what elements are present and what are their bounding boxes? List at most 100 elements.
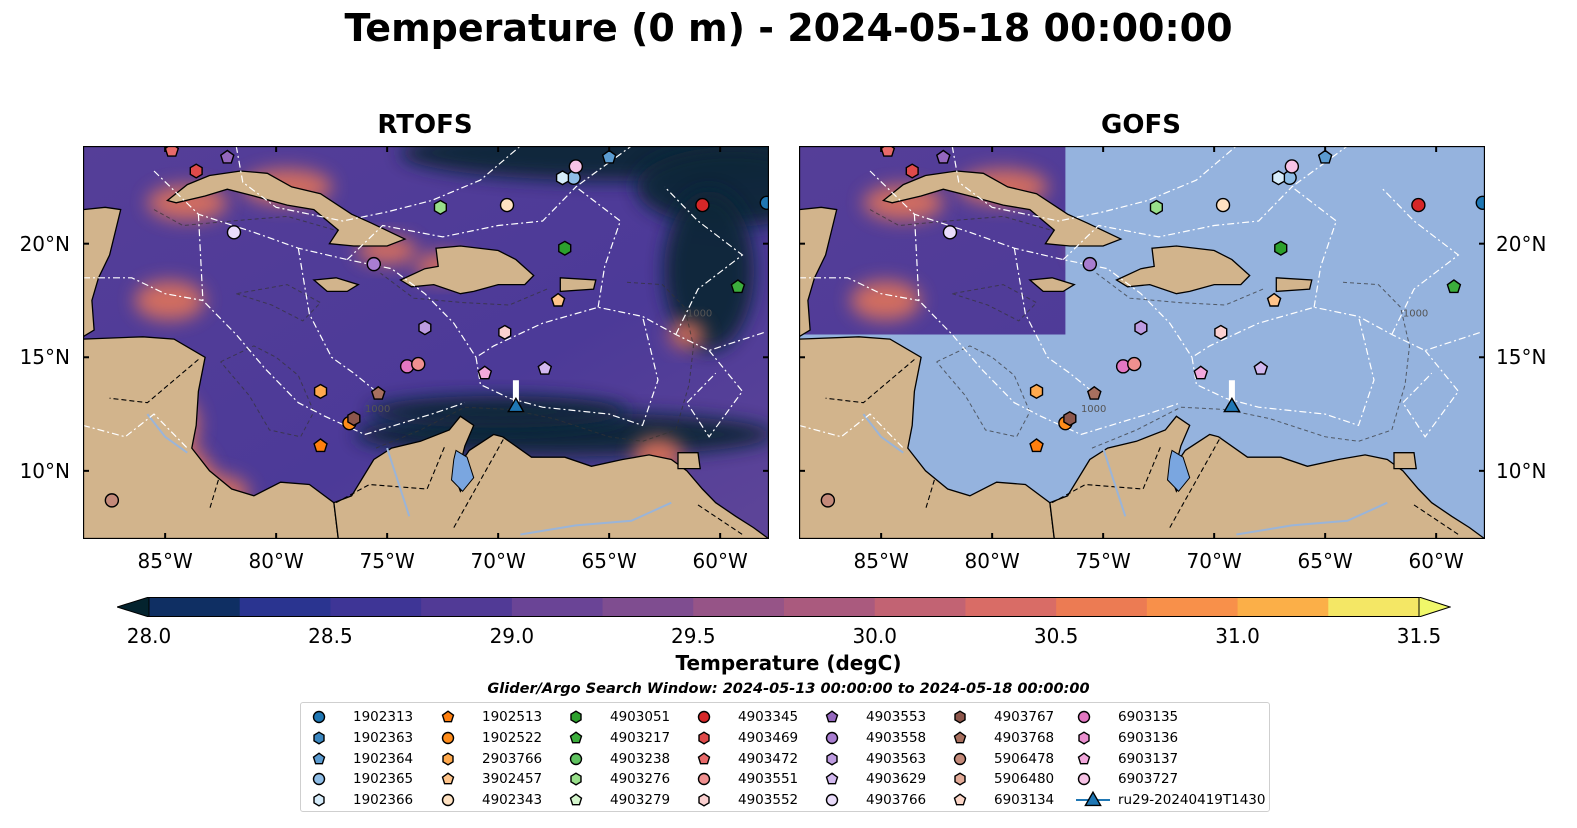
colorbar-bin xyxy=(693,597,785,617)
eez-boundary xyxy=(869,170,1481,359)
float-5906478 xyxy=(820,493,836,508)
colorbar-tick-label: 29.5 xyxy=(671,624,716,648)
legend-circle-icon xyxy=(953,752,967,765)
legend-label: 1902365 xyxy=(353,771,414,788)
land-trinidad xyxy=(677,452,701,470)
float-1902313 xyxy=(759,195,769,210)
legend-circle-icon xyxy=(697,710,711,724)
colorbar-bin xyxy=(1056,597,1148,617)
float-4903563 xyxy=(418,320,432,336)
eez-boundary xyxy=(1013,248,1093,392)
legend-marker xyxy=(441,710,455,723)
warm-region xyxy=(134,280,205,321)
colorbar-bin xyxy=(602,597,694,617)
float-4903051 xyxy=(558,240,572,256)
legend-marker xyxy=(826,751,838,766)
legend-label: 4903276 xyxy=(610,771,671,788)
legend-hexagon-icon xyxy=(826,751,838,766)
eez-boundary xyxy=(951,146,1237,222)
search-window-text: Glider/Argo Search Window: 2024-05-13 00… xyxy=(487,681,1090,697)
legend-pentagon-icon xyxy=(697,751,711,764)
lake-maracaibo xyxy=(450,449,475,493)
legend-label: 4903472 xyxy=(738,750,799,767)
legend-marker xyxy=(569,793,583,806)
isobath-contour xyxy=(380,272,548,306)
float-4903276 xyxy=(433,199,447,216)
float-1902364 xyxy=(601,149,617,164)
legend-label: 6903137 xyxy=(1118,750,1179,767)
land-hispaniola xyxy=(1115,245,1251,295)
legend-label: 4903469 xyxy=(738,729,799,746)
isobath-contour xyxy=(952,284,1038,322)
lon-label-gofs: 70°W xyxy=(1186,549,1242,573)
river xyxy=(862,413,904,454)
land-puertorico xyxy=(559,277,597,293)
float-4903767 xyxy=(347,410,361,427)
river xyxy=(146,413,188,454)
legend-marker xyxy=(825,731,839,744)
eez-boundary xyxy=(799,413,904,449)
country-border xyxy=(109,359,199,404)
colorbar-bin xyxy=(1146,597,1239,617)
eez-boundary xyxy=(297,248,377,392)
legend-pentagon-icon xyxy=(312,751,326,764)
legend-marker xyxy=(312,751,326,764)
legend-label: 6903135 xyxy=(1118,709,1179,725)
lon-label-rtofs: 70°W xyxy=(470,549,526,573)
eez-boundary xyxy=(83,413,188,449)
river xyxy=(386,447,411,517)
legend-circle-icon xyxy=(441,731,455,744)
eez-boundary xyxy=(475,316,659,427)
map-frame xyxy=(83,146,769,539)
lake-maracaibo xyxy=(1166,449,1191,493)
country-border xyxy=(208,479,219,510)
legend-pentagon-icon xyxy=(569,731,583,744)
legend-hexagon-icon xyxy=(698,731,710,745)
float-4903768 xyxy=(1086,385,1102,400)
float-4903551 xyxy=(411,356,426,372)
contour-label: 1000 xyxy=(687,308,712,319)
lat-label-right: 10°N xyxy=(1496,458,1547,483)
colorbar-frame xyxy=(148,597,1420,617)
float-4903469 xyxy=(905,163,919,179)
lon-label-rtofs: 60°W xyxy=(692,549,748,573)
eez-boundary xyxy=(1290,146,1348,308)
legend-label: 6903727 xyxy=(1118,771,1179,788)
land-jamaica xyxy=(312,277,360,293)
contour-label: 1000 xyxy=(1403,308,1428,319)
float-1902513 xyxy=(1029,438,1044,453)
float-4903553 xyxy=(219,149,235,164)
legend-label: 4903768 xyxy=(994,729,1055,746)
legend-marker xyxy=(698,731,710,745)
legend-label: 1902313 xyxy=(353,709,414,725)
float-4902343 xyxy=(1215,197,1231,213)
legend-marker xyxy=(442,751,454,766)
float-1902366 xyxy=(555,170,570,186)
legend-label: 5906478 xyxy=(994,750,1055,767)
figure-title: Temperature (0 m) - 2024-05-18 00:00:00 xyxy=(344,6,1233,50)
legend-hexagon-icon xyxy=(570,710,582,724)
colorbar-tick-label: 28.0 xyxy=(126,624,172,648)
legend-pentagon-icon xyxy=(825,710,839,723)
legend-label: ru29-20240419T1430 xyxy=(1118,792,1266,809)
float-1902513 xyxy=(313,438,328,453)
float-5906478 xyxy=(104,493,120,508)
land-cuba xyxy=(165,170,407,247)
colorbar-bin xyxy=(874,597,966,617)
legend-hexagon-icon xyxy=(570,772,582,786)
legend-marker xyxy=(697,773,711,786)
float-4903276 xyxy=(1149,199,1163,216)
float-4903551 xyxy=(1127,356,1142,372)
warm-region xyxy=(850,280,921,321)
legend-label: 4903552 xyxy=(738,792,799,809)
eez-boundary xyxy=(197,214,466,436)
colorbar-bin xyxy=(511,597,604,617)
legend-label: 1902366 xyxy=(353,792,414,809)
float-3902457 xyxy=(1266,292,1282,307)
legend-marker xyxy=(1078,731,1090,745)
lon-label-gofs: 80°W xyxy=(964,549,1020,573)
lon-label-gofs: 65°W xyxy=(1297,549,1353,573)
glider-ru29-20240419T1430 xyxy=(1223,396,1241,413)
float-4903051 xyxy=(1274,240,1288,256)
legend-label: 4903051 xyxy=(610,709,671,725)
